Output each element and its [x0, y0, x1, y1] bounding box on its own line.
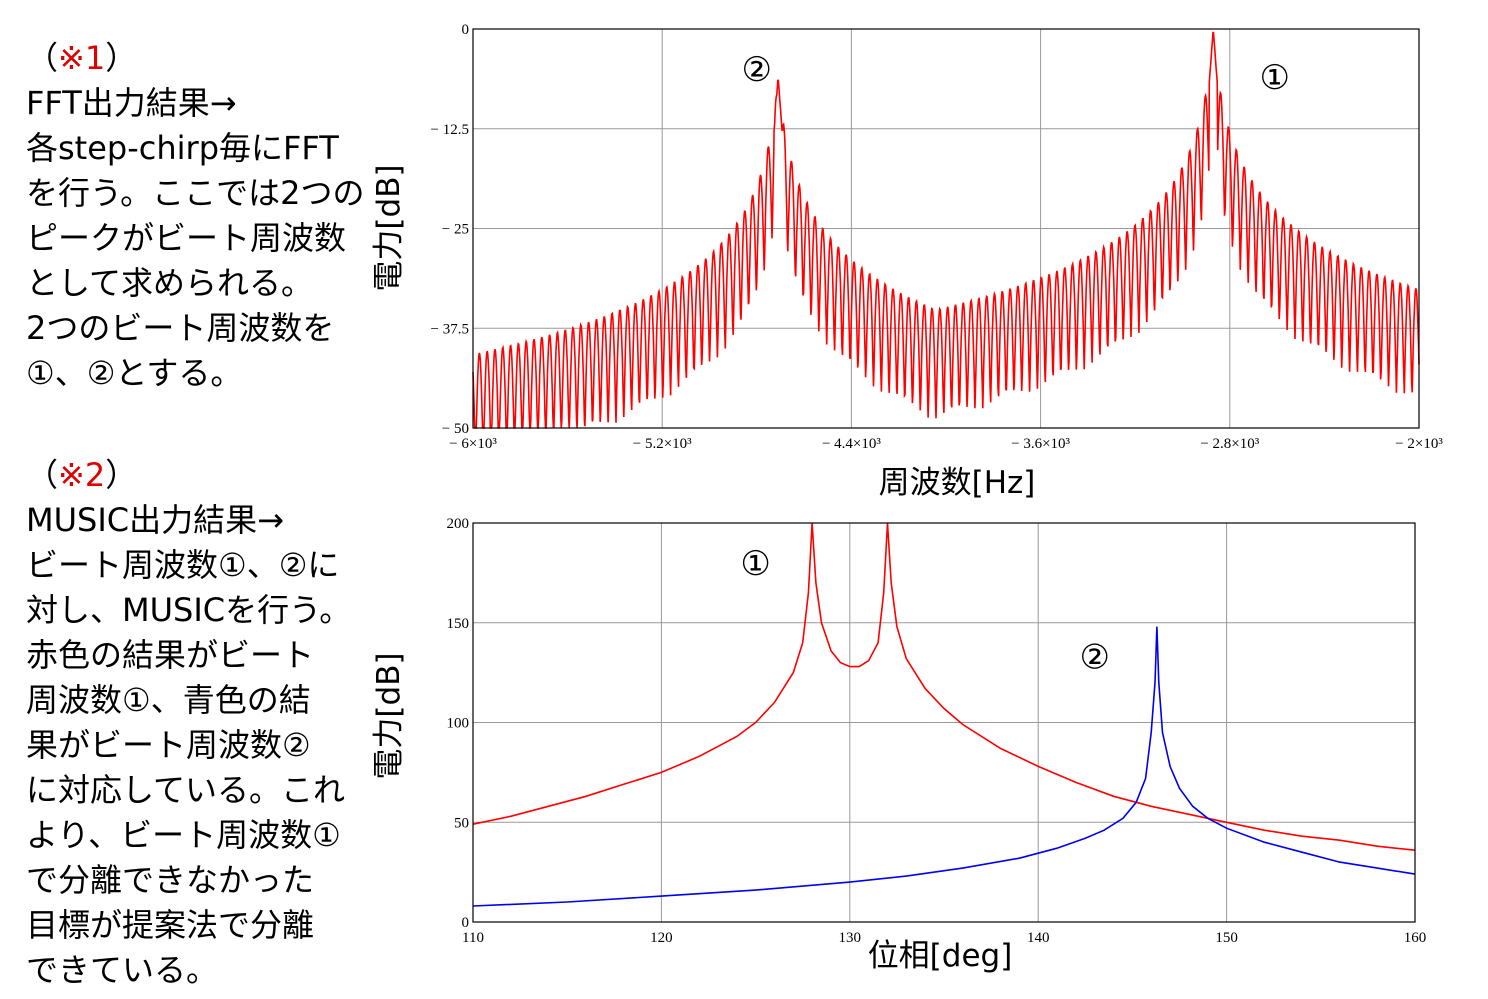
y-tick-label: − 50 [442, 421, 469, 437]
music-note-line: 赤色の結果がビート [26, 636, 315, 674]
series-line-1 [472, 31, 1420, 429]
x-tick-label: 140 [1027, 930, 1050, 946]
peak-annotation: ① [740, 544, 770, 584]
y-axis-label: 電力[dB] [371, 652, 407, 779]
x-axis-label: 位相[deg] [868, 938, 1013, 974]
music-note-line: できている。 [26, 951, 219, 989]
y-tick-label: 0 [462, 915, 470, 931]
x-tick-label: − 3.6×10³ [1011, 436, 1070, 452]
fft-note-line: ピークがビート周波数 [26, 219, 347, 257]
music-note-line: より、ビート周波数① [26, 816, 341, 854]
music-chart: 110 120 130 140 150 160 200 150 100 50 0 位相[deg] 電力[… [371, 516, 1426, 974]
y-tick-label: 200 [447, 516, 470, 532]
x-tick-label: 160 [1404, 930, 1427, 946]
series-line-1 [472, 522, 1416, 851]
x-axis-label: 周波数[Hz] [879, 465, 1036, 501]
x-tick-label: − 6×10³ [449, 436, 497, 452]
music-note-line: 果がビート周波数② [26, 726, 311, 764]
y-tick-label: − 12.5 [431, 122, 469, 138]
peak-annotation: ① [1259, 58, 1289, 98]
peak-annotation: ② [1079, 638, 1109, 678]
music-note: （※2） MUSIC出力結果→ ビート周波数①、②に 対し、MUSICを行う。 … [26, 453, 351, 993]
music-note-line: 目標が提案法で分離 [26, 906, 315, 944]
y-tick-label: − 25 [442, 222, 469, 238]
x-tick-label: 110 [462, 930, 484, 946]
music-note-line: 周波数①、青色の結 [26, 681, 311, 719]
fft-note-line: 2つのビート周波数を [26, 309, 335, 347]
fft-chart: − 6×10³ − 5.2×10³ − 4.4×10³ − 3.6×10³ − 2.8×… [371, 22, 1443, 501]
fft-note-heading: （※1） [26, 39, 138, 77]
y-tick-label: 150 [447, 616, 470, 632]
fft-note-line: を行う。ここでは2つの [26, 174, 365, 212]
plot-frame [472, 522, 1416, 923]
plot-frame [472, 28, 1420, 429]
series-line-2 [472, 626, 1416, 907]
y-tick-label: − 37.5 [431, 321, 469, 337]
music-note-line: 対し、MUSICを行う。 [26, 591, 352, 629]
x-tick-label: 120 [650, 930, 673, 946]
x-tick-label: − 2×10³ [1395, 436, 1443, 452]
y-tick-label: 0 [462, 22, 470, 38]
music-note-line: MUSIC出力結果→ [26, 501, 284, 539]
fft-note-line: として求められる。 [26, 264, 314, 302]
y-axis-label: 電力[dB] [371, 164, 407, 291]
x-tick-label: 150 [1215, 930, 1238, 946]
y-tick-label: 50 [454, 815, 469, 831]
x-tick-label: − 5.2×10³ [633, 436, 692, 452]
fft-note: （※1） FFT出力結果→ 各step-chirp毎にFFT を行う。ここでは2… [26, 36, 364, 396]
fft-note-line: FFT出力結果→ [26, 84, 237, 122]
peak-annotation: ② [742, 50, 772, 90]
y-tick-label: 100 [447, 716, 470, 732]
x-tick-label: − 2.8×10³ [1200, 436, 1259, 452]
note-mark-2: ※2 [58, 456, 106, 494]
x-tick-label: − 4.4×10³ [822, 436, 881, 452]
music-note-line: で分離できなかった [26, 861, 315, 899]
music-note-line: に対応している。これ [26, 771, 346, 809]
x-tick-label: 130 [839, 930, 862, 946]
music-note-line: ビート周波数①、②に [26, 546, 340, 584]
note-mark-1: ※1 [58, 39, 106, 77]
fft-note-line: ①、②とする。 [26, 354, 243, 392]
music-note-heading: （※2） [26, 456, 138, 494]
fft-note-line: 各step-chirp毎にFFT [26, 129, 339, 167]
